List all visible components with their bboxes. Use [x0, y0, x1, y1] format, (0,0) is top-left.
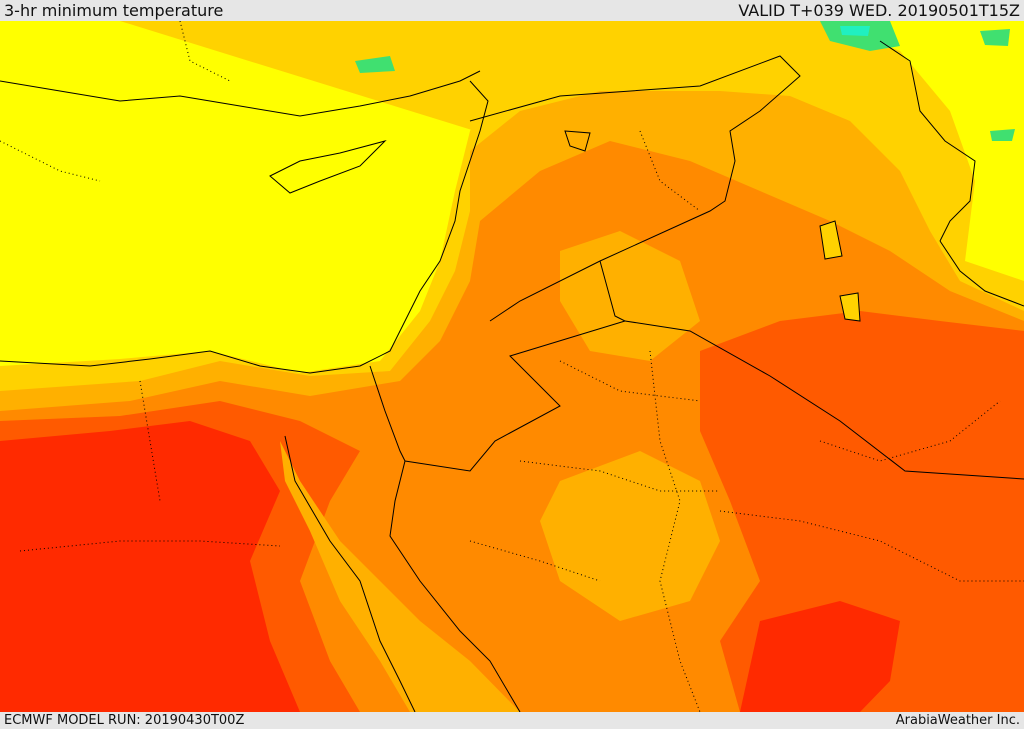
lake-razaza — [839, 292, 861, 322]
coastline-turkey — [0, 70, 481, 117]
band-green-2 — [980, 29, 1010, 46]
map-title: 3-hr minimum temperature — [4, 1, 224, 20]
band-green-3 — [355, 56, 395, 73]
band-red — [0, 421, 300, 712]
border-jordan-saudi — [404, 260, 627, 472]
band-green-1 — [820, 21, 900, 51]
lake-assad — [564, 130, 591, 152]
coastline-red-sea-east — [389, 460, 521, 712]
model-run: ECMWF MODEL RUN: 20190430T00Z — [4, 713, 245, 728]
border-iraq-saudi — [624, 320, 1024, 480]
band-red-orange — [700, 311, 1024, 712]
map-header: 3-hr minimum temperature VALID T+039 WED… — [0, 0, 1024, 21]
coastline-cyprus — [269, 140, 387, 194]
temperature-map — [0, 21, 1024, 712]
valid-time: VALID T+039 WED. 20190501T15Z — [738, 1, 1020, 20]
coastline-gulf — [939, 240, 1024, 307]
band-cyan-1 — [840, 26, 870, 36]
border-iran-iraq — [879, 40, 976, 242]
band-red-east — [740, 601, 900, 712]
coastline-levant — [0, 80, 489, 374]
dotted-borders — [0, 21, 1024, 712]
band-orange-patch-2 — [540, 451, 720, 621]
band-green-4 — [990, 129, 1015, 141]
map-canvas — [0, 21, 1024, 712]
credit: ArabiaWeather Inc. — [895, 713, 1020, 728]
lake-tharthar — [819, 220, 843, 260]
red-sea — [280, 441, 520, 712]
coastline-red-sea-west — [284, 435, 416, 712]
border-sinai — [369, 365, 406, 462]
map-footer: ECMWF MODEL RUN: 20190430T00Z ArabiaWeat… — [0, 712, 1024, 729]
